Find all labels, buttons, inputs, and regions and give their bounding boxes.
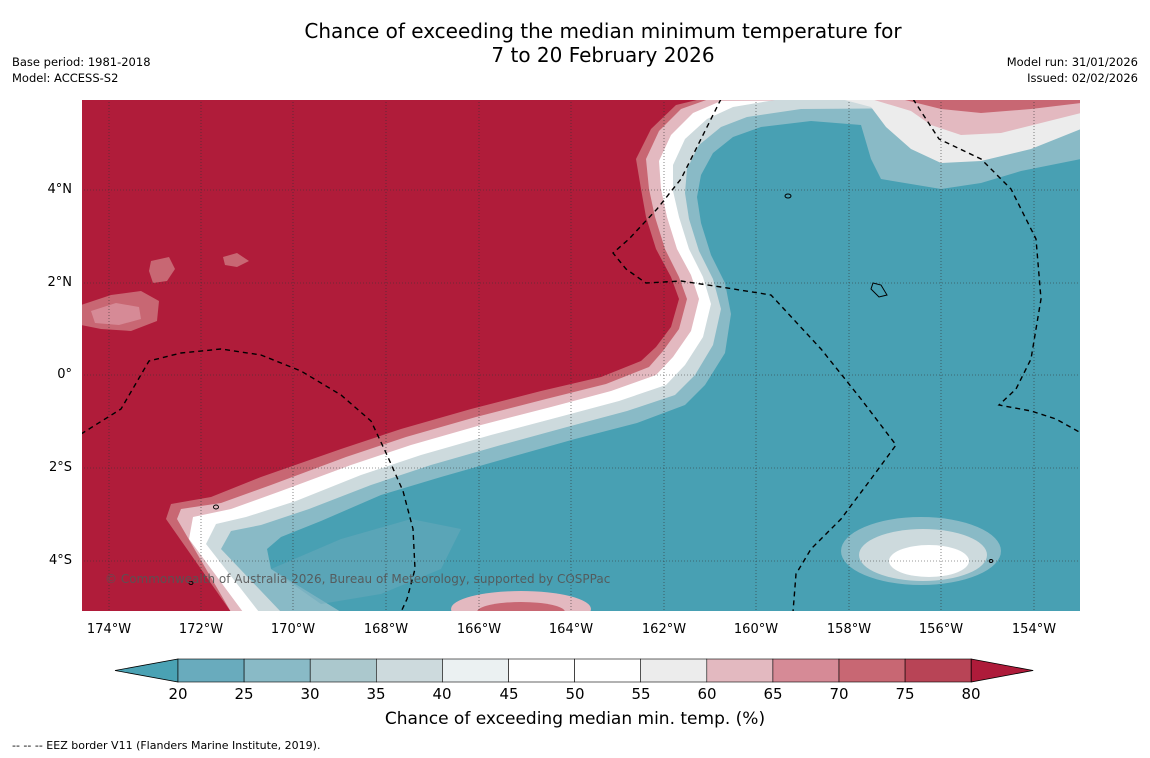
warm-patch-s-inner [477,602,565,612]
meta-left: Base period: 1981-2018 Model: ACCESS-S2 [12,54,151,86]
colorbar-tick-35: 35 [366,685,386,703]
colorbar-segment [904,658,972,683]
model-name: Model: ACCESS-S2 [12,71,119,85]
lon-label-164w: 164°W [548,622,594,637]
colorbar [114,658,1034,683]
colorbar-segment [574,658,642,683]
lon-label-174w: 174°W [86,622,132,637]
colorbar-tick-25: 25 [234,685,254,703]
map-area: © Commonwealth of Australia 2026, Bureau… [81,99,1081,612]
colorbar-segment [640,658,708,683]
colorbar-tick-45: 45 [499,685,519,703]
lon-label-156w: 156°W [918,622,964,637]
lon-label-166w: 166°W [456,622,502,637]
colorbar-extend-high [970,658,1034,683]
eez-borders [81,99,1081,612]
low-chance-region [267,121,1081,612]
lat-label-2n: 2°N [47,275,73,290]
colorbar-extend-low [114,658,179,683]
colorbar-tick-50: 50 [565,685,585,703]
warm-patch-ne-inner [901,99,1081,113]
warm-spot-w3 [223,253,249,267]
colorbar-segment [772,658,840,683]
model-run: Model run: 31/01/2026 [1006,55,1138,69]
lon-label-162w: 162°W [641,622,687,637]
warm-patch-se-inner [889,545,969,577]
lat-label-4n: 4°N [47,182,73,197]
lat-label-0: 0° [57,367,72,382]
colorbar-tick-55: 55 [631,685,651,703]
map-copyright: © Commonwealth of Australia 2026, Bureau… [105,572,611,586]
colorbar-segment [309,658,377,683]
band-low-south [271,519,461,604]
colorbar-segment [838,658,906,683]
colorbar-segment [706,658,774,683]
lon-label-170w: 170°W [270,622,316,637]
colorbar-label: Chance of exceeding median min. temp. (%… [384,709,766,729]
map-canvas [81,99,1081,612]
title-line-2: 7 to 20 February 2026 [491,43,715,67]
warm-spot-w2 [149,257,175,283]
colorbar-segment [375,658,443,683]
lon-label-160w: 160°W [733,622,779,637]
lon-label-168w: 168°W [363,622,409,637]
lon-label-154w: 154°W [1011,622,1057,637]
colorbar-tick-60: 60 [697,685,717,703]
map-title: Chance of exceeding the median minimum t… [0,19,1150,67]
colorbar-segment [508,658,575,683]
lat-label-2s: 2°S [48,460,72,475]
colorbar-tick-70: 70 [829,685,849,703]
colorbar-tick-40: 40 [432,685,452,703]
colorbar-tick-65: 65 [763,685,783,703]
warm-spot-w1-inner [91,303,141,325]
lon-label-158w: 158°W [826,622,872,637]
colorbar-segment [243,658,311,683]
colorbar-tick-75: 75 [895,685,915,703]
title-line-1: Chance of exceeding the median minimum t… [304,19,902,43]
issued-date: Issued: 02/02/2026 [1027,71,1138,85]
islands [188,193,994,585]
meta-right: Model run: 31/01/2026 Issued: 02/02/2026 [1007,54,1138,86]
base-period: Base period: 1981-2018 [12,55,151,69]
colorbar-tick-20: 20 [168,685,188,703]
colorbar-tick-80: 80 [961,685,981,703]
colorbar-segment [442,658,509,683]
colorbar-segment [177,658,245,683]
colorbar-tick-30: 30 [300,685,320,703]
lon-label-172w: 172°W [178,622,224,637]
eez-footnote: -- -- -- EEZ border V11 (Flanders Marine… [12,739,321,752]
lat-label-4s: 4°S [48,553,72,568]
